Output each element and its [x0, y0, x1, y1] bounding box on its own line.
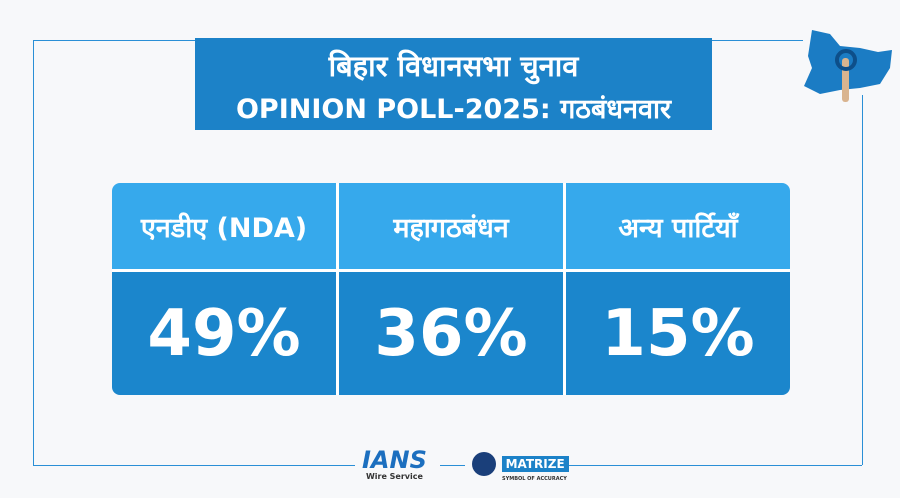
- poll-results: एनडीए (NDA) 49% महागठबंधन 36% अन्य पार्ट…: [112, 183, 790, 395]
- ians-logo: IANS Wire Service: [362, 448, 427, 481]
- ians-logo-text: IANS: [362, 446, 427, 474]
- frame-right: [862, 95, 863, 465]
- ians-logo-sub: Wire Service: [365, 472, 423, 481]
- alliance-share: 15%: [566, 272, 790, 395]
- card-others: अन्य पार्टियाँ 15%: [566, 183, 790, 395]
- alliance-share: 36%: [339, 272, 563, 395]
- card-nda: एनडीए (NDA) 49%: [112, 183, 336, 395]
- frame-bottom-left: [33, 465, 355, 466]
- title-line2: OPINION POLL-2025: गठबंधनवार: [235, 94, 672, 125]
- frame-bottom-mid: [440, 465, 465, 466]
- bihar-map-icon: [804, 30, 892, 102]
- card-mahagathbandhan: महागठबंधन 36%: [339, 183, 563, 395]
- alliance-name: अन्य पार्टियाँ: [566, 183, 790, 272]
- frame-bottom-right: [560, 465, 862, 466]
- globe-icon: [472, 452, 496, 476]
- frame-left: [33, 40, 34, 465]
- matrize-logo: MATRIZE SYMBOL OF ACCURACY: [472, 452, 569, 482]
- matrize-logo-text: MATRIZE: [501, 456, 569, 472]
- alliance-share: 49%: [112, 272, 336, 395]
- title-line1: बिहार विधानसभा चुनाव: [328, 49, 579, 83]
- title-banner: बिहार विधानसभा चुनाव OPINION POLL-2025: …: [195, 38, 712, 130]
- alliance-name: महागठबंधन: [339, 183, 563, 272]
- alliance-name: एनडीए (NDA): [112, 183, 336, 272]
- matrize-logo-sub: SYMBOL OF ACCURACY: [502, 476, 567, 482]
